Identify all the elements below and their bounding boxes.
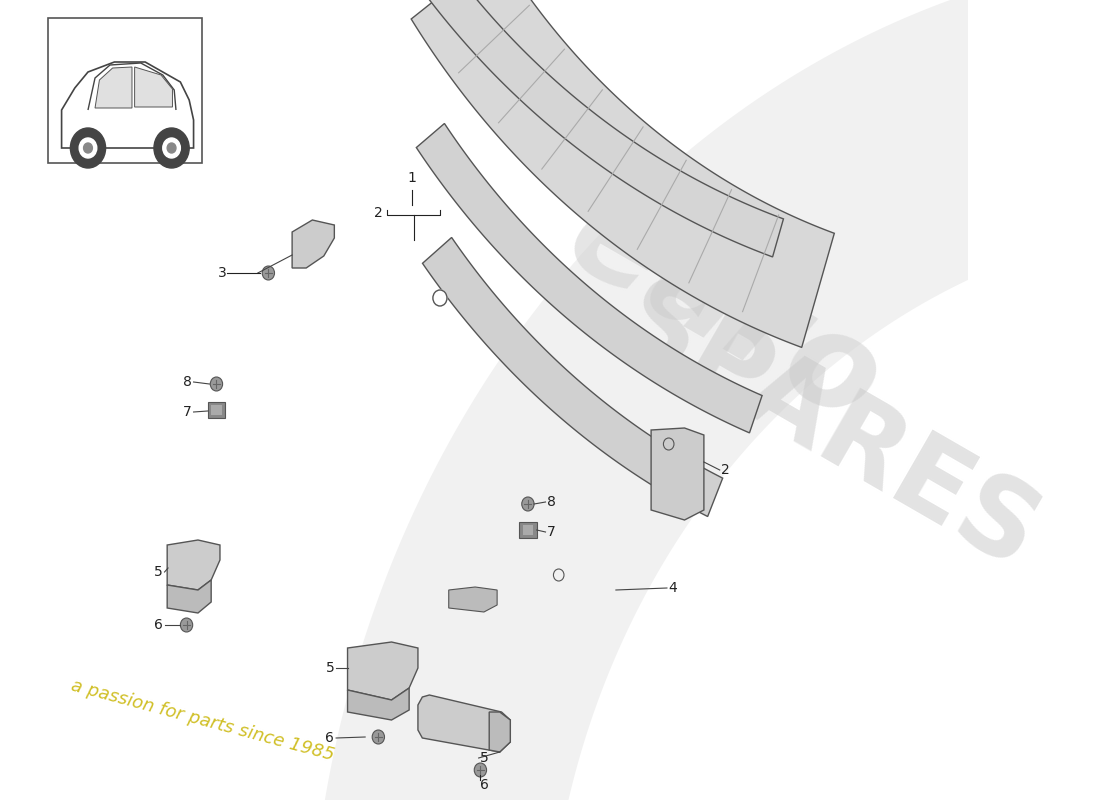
Text: SPARES: SPARES — [598, 267, 1056, 593]
Polygon shape — [167, 580, 211, 613]
Polygon shape — [95, 67, 132, 108]
Text: 4: 4 — [669, 581, 678, 595]
FancyBboxPatch shape — [48, 18, 202, 163]
Polygon shape — [416, 123, 762, 433]
Polygon shape — [134, 67, 173, 107]
Text: a passion for parts since 1985: a passion for parts since 1985 — [68, 676, 336, 764]
Circle shape — [433, 290, 447, 306]
Text: 7: 7 — [183, 405, 191, 419]
Circle shape — [262, 266, 275, 280]
Circle shape — [372, 730, 385, 744]
Polygon shape — [62, 62, 194, 148]
Polygon shape — [167, 540, 220, 590]
Polygon shape — [308, 0, 1100, 800]
Circle shape — [210, 377, 222, 391]
Polygon shape — [519, 522, 537, 538]
Circle shape — [521, 497, 535, 511]
Polygon shape — [394, 0, 783, 257]
Circle shape — [163, 138, 180, 158]
Polygon shape — [348, 688, 409, 720]
Circle shape — [154, 128, 189, 168]
Circle shape — [70, 128, 106, 168]
Polygon shape — [449, 587, 497, 612]
Text: 6: 6 — [481, 778, 490, 792]
Polygon shape — [422, 238, 723, 517]
Circle shape — [180, 618, 192, 632]
Circle shape — [474, 763, 486, 777]
Text: 5: 5 — [154, 565, 163, 579]
Text: 7: 7 — [548, 525, 556, 539]
Text: 8: 8 — [548, 495, 557, 509]
Text: 2: 2 — [374, 206, 383, 220]
Circle shape — [167, 143, 176, 153]
Polygon shape — [293, 220, 334, 268]
Polygon shape — [348, 642, 418, 700]
Polygon shape — [211, 405, 222, 415]
Polygon shape — [490, 712, 510, 752]
Circle shape — [79, 138, 97, 158]
Polygon shape — [651, 428, 704, 520]
Text: 6: 6 — [326, 731, 334, 745]
Text: 2: 2 — [722, 463, 730, 477]
Text: 3: 3 — [218, 266, 227, 280]
Text: 8: 8 — [183, 375, 191, 389]
Text: 5: 5 — [481, 751, 490, 765]
Text: 6: 6 — [154, 618, 163, 632]
Text: 5: 5 — [326, 661, 334, 675]
Polygon shape — [522, 525, 534, 535]
Text: 1: 1 — [407, 171, 416, 185]
Polygon shape — [208, 402, 226, 418]
Text: euro: euro — [546, 170, 903, 450]
Polygon shape — [411, 0, 834, 347]
Polygon shape — [418, 695, 510, 752]
Circle shape — [84, 143, 92, 153]
